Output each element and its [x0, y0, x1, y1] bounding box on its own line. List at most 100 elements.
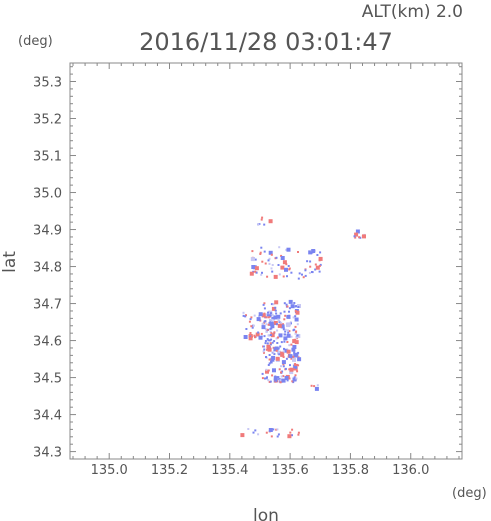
data-point	[359, 236, 362, 239]
x-tick-label: 135.4	[211, 463, 248, 478]
data-point	[252, 324, 255, 327]
data-point	[282, 375, 285, 378]
y-tick-label: 34.4	[33, 409, 62, 424]
x-tick-label: 135.6	[272, 463, 309, 478]
data-point	[260, 273, 263, 276]
data-point	[276, 329, 279, 332]
data-point	[278, 320, 281, 323]
data-point	[254, 270, 257, 273]
data-point	[280, 375, 283, 378]
data-point	[261, 372, 264, 375]
data-point	[277, 336, 279, 339]
data-point	[244, 315, 247, 318]
data-point	[270, 338, 273, 341]
data-point	[268, 262, 271, 265]
data-point	[289, 431, 292, 434]
data-point	[273, 331, 276, 334]
data-point	[302, 276, 305, 279]
data-point	[287, 434, 292, 439]
data-point	[269, 342, 272, 345]
data-point	[293, 376, 296, 379]
data-point	[263, 223, 266, 226]
data-point	[269, 330, 272, 333]
data-point	[286, 247, 291, 252]
data-point	[265, 316, 268, 319]
data-point	[297, 351, 300, 354]
data-point	[263, 250, 266, 253]
data-point	[265, 368, 268, 371]
data-point	[265, 323, 268, 326]
data-point	[268, 257, 271, 260]
data-point	[289, 321, 292, 324]
data-point	[255, 271, 258, 274]
data-point	[285, 303, 288, 306]
data-point	[288, 268, 291, 271]
data-point	[290, 335, 293, 338]
data-point	[290, 271, 293, 274]
data-point	[358, 236, 361, 239]
data-point	[297, 431, 300, 434]
data-point	[318, 259, 321, 262]
data-point	[271, 374, 274, 377]
data-point	[277, 376, 280, 379]
data-point	[298, 272, 301, 275]
data-point	[282, 356, 285, 358]
data-point	[284, 314, 287, 317]
data-point	[258, 312, 263, 317]
data-point	[250, 257, 255, 262]
data-point	[249, 271, 254, 276]
data-point	[266, 342, 269, 345]
data-point	[270, 324, 275, 329]
data-point	[259, 253, 262, 255]
data-point	[263, 335, 266, 338]
data-point	[286, 305, 289, 308]
data-point	[261, 377, 264, 380]
data-point	[293, 368, 296, 371]
data-point	[278, 246, 281, 249]
data-point	[282, 260, 287, 265]
data-point	[293, 364, 298, 369]
data-point	[276, 316, 279, 319]
data-point	[294, 352, 299, 357]
data-point	[284, 267, 288, 272]
x-tick-labels: 135.0 135.2 135.4 135.6 135.8 136.0	[91, 463, 430, 478]
data-point	[278, 353, 281, 356]
data-point	[261, 216, 264, 219]
data-point	[276, 428, 279, 431]
data-point	[278, 273, 281, 276]
data-point	[262, 350, 265, 353]
data-point	[288, 354, 293, 359]
data-point	[268, 358, 271, 361]
data-point	[291, 434, 293, 437]
data-point	[263, 320, 266, 323]
data-point	[263, 302, 266, 305]
data-point	[286, 275, 288, 278]
data-point	[245, 328, 248, 330]
data-point	[270, 253, 273, 256]
data-point	[290, 322, 292, 325]
data-point	[285, 376, 288, 379]
data-point	[273, 340, 276, 343]
data-point	[272, 368, 276, 373]
data-point	[271, 313, 274, 316]
data-point	[285, 357, 288, 360]
data-point	[289, 364, 291, 367]
data-point	[289, 367, 294, 372]
y-axis-label: lat	[0, 251, 20, 273]
data-point	[261, 271, 263, 274]
data-point	[294, 317, 299, 322]
data-point	[268, 339, 271, 342]
data-point	[250, 316, 253, 319]
data-point	[265, 369, 269, 374]
data-point	[288, 330, 291, 333]
data-point	[257, 331, 260, 334]
data-point	[275, 356, 280, 361]
data-point	[266, 348, 268, 351]
data-point	[280, 371, 282, 374]
data-point	[274, 346, 279, 351]
data-point	[270, 327, 273, 330]
data-point	[253, 334, 256, 337]
data-point	[243, 335, 248, 339]
data-point	[286, 333, 291, 338]
